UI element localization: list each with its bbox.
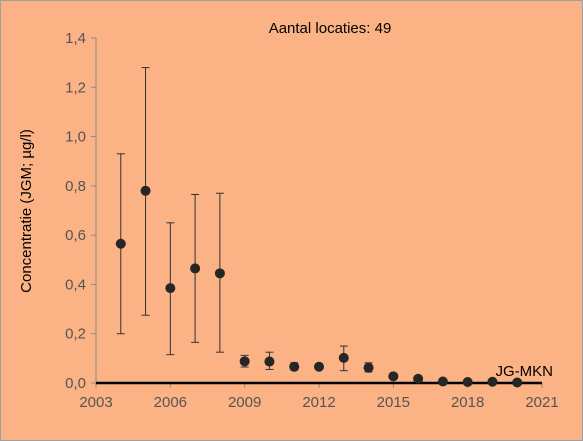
data-point <box>264 356 275 367</box>
y-tick-label: 0,8 <box>65 178 86 195</box>
x-tick-label: 2018 <box>451 394 484 411</box>
annotation-location-count: Aantal locaties: 49 <box>269 20 392 37</box>
axes <box>95 38 542 384</box>
data-point <box>239 356 250 367</box>
data-point <box>512 377 523 388</box>
data-point <box>115 238 126 249</box>
data-point <box>289 361 300 372</box>
data-point <box>314 361 324 372</box>
data-point <box>437 376 448 387</box>
y-axis-ticks: 0,0 0,2 0,4 0,6 0,8 1,0 1,2 1,4 <box>65 30 96 392</box>
data-point <box>165 283 176 294</box>
x-tick-label: 2003 <box>79 394 112 411</box>
data-point <box>140 185 151 196</box>
data-point <box>388 371 399 382</box>
data-point <box>190 263 201 274</box>
error-bars <box>116 67 497 383</box>
y-axis-label: Concentratie (JGM; µg/l) <box>18 129 35 293</box>
annotation-jg-mkn: JG-MKN <box>496 363 554 380</box>
x-tick-label: 2015 <box>377 394 410 411</box>
data-point <box>487 376 498 387</box>
x-tick-label: 2021 <box>525 394 558 411</box>
y-tick-label: 1,2 <box>65 79 86 96</box>
y-tick-label: 1,0 <box>65 129 86 146</box>
y-tick-label: 0,0 <box>65 375 86 392</box>
data-point <box>214 268 225 279</box>
y-tick-label: 1,4 <box>65 30 86 47</box>
y-tick-label: 0,2 <box>65 326 86 343</box>
x-axis-ticks: 2003 2006 2009 2012 2015 2018 2021 <box>79 383 559 411</box>
data-point <box>413 373 424 384</box>
data-points <box>115 185 523 388</box>
x-tick-label: 2012 <box>302 394 335 411</box>
data-point <box>338 352 349 363</box>
x-tick-label: 2006 <box>154 394 187 411</box>
y-tick-label: 0,4 <box>65 276 86 293</box>
data-point <box>363 362 374 373</box>
x-tick-label: 2009 <box>228 394 261 411</box>
data-point <box>462 377 473 388</box>
y-tick-label: 0,6 <box>65 227 86 244</box>
